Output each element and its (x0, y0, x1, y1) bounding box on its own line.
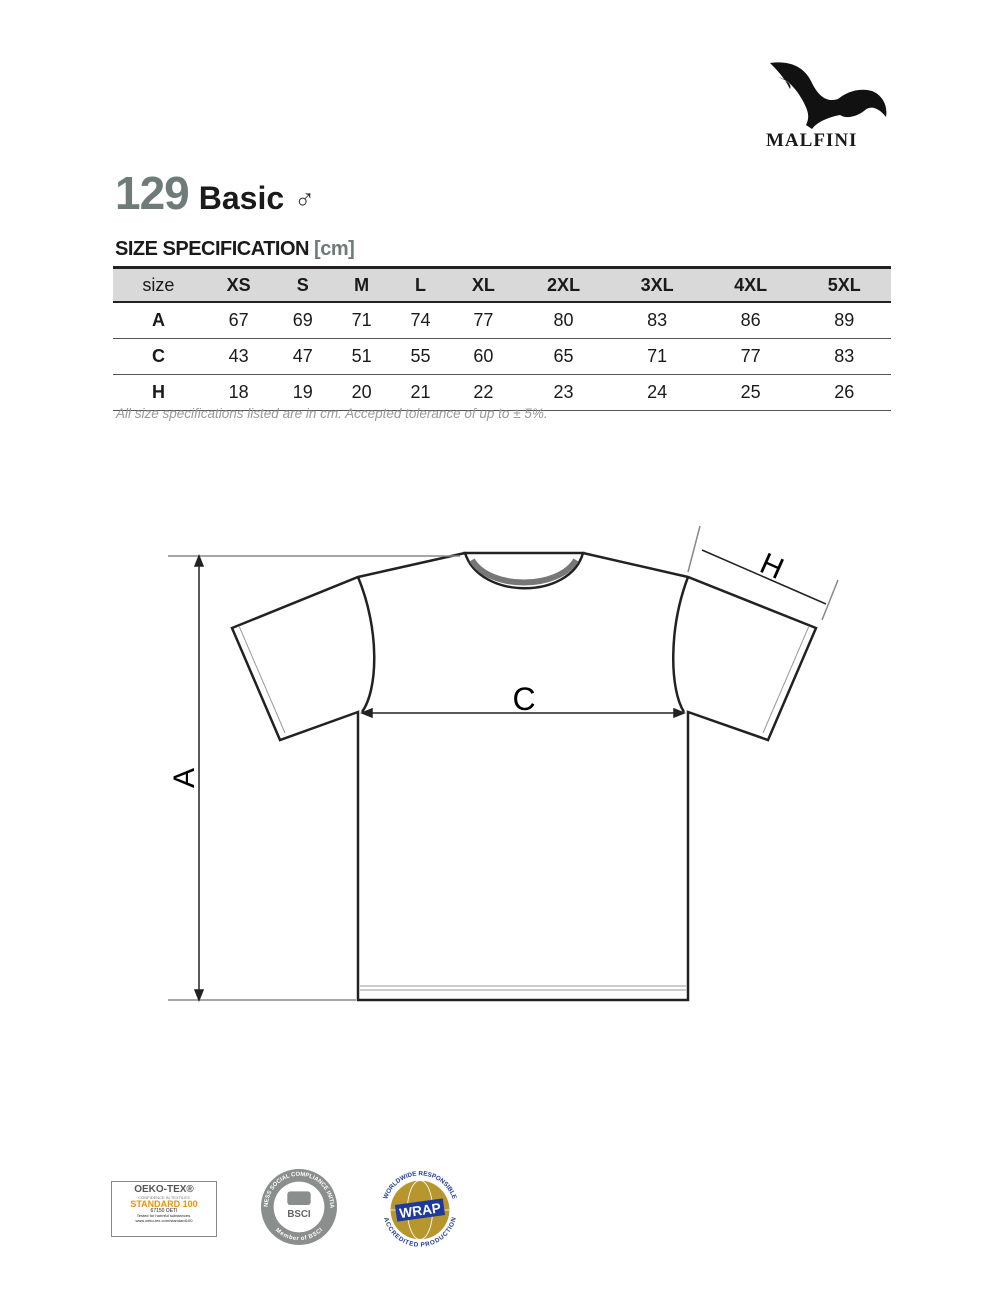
oeko-standard: STANDARD 100 (130, 1198, 198, 1209)
tshirt-outline (230, 551, 818, 1002)
table-row: A 67 69 71 74 77 80 83 86 89 (113, 302, 891, 339)
table-header-row: size XS S M L XL 2XL 3XL 4XL 5XL (113, 267, 891, 302)
table-cell: 55 (391, 338, 450, 375)
label-h: H (755, 547, 788, 586)
product-title: 129 Basic ♂ (115, 166, 315, 220)
oeko-code: 67150 OETI (150, 1208, 178, 1215)
table-cell: 25 (703, 374, 798, 411)
wrap-label: WRAP (398, 1200, 441, 1221)
table-cell: 65 (516, 338, 611, 375)
table-cell: 23 (516, 374, 611, 411)
table-cell: 83 (610, 302, 704, 339)
table-cell: 77 (449, 302, 517, 339)
table-cell: 51 (332, 338, 392, 375)
table-cell: 83 (797, 338, 891, 375)
table-cell: 21 (391, 374, 450, 411)
male-icon: ♂ (294, 184, 316, 215)
table-cell: 74 (391, 302, 450, 339)
table-cell: 22 (449, 374, 517, 411)
brand-name: MALFINI (766, 130, 858, 151)
header-size-5XL: 5XL (827, 274, 861, 295)
spec-title-text: SIZE SPECIFICATION (115, 238, 309, 260)
wrap-badge: WORLDWIDE RESPONSIBLE ACCREDITED PRODUCT… (382, 1170, 458, 1248)
table-row: H 18 19 20 21 22 23 24 25 26 (113, 374, 891, 411)
table-cell: 20 (332, 374, 392, 411)
product-model: 129 (115, 167, 190, 219)
row-label: A (113, 302, 204, 339)
bsci-hand-icon (287, 1191, 311, 1206)
tolerance-note: All size specifications listed are in cm… (116, 406, 548, 421)
product-name: Basic (198, 180, 285, 216)
table-cell: 69 (273, 302, 333, 339)
row-label: H (113, 374, 204, 411)
malfini-eagle-logo (770, 62, 887, 129)
oeko-line2: www.oeko-tex.com/standard100 (135, 1217, 193, 1223)
table-cell: 47 (273, 338, 333, 375)
oeko-tex-badge: OEKO-TEX® CONFIDENCE IN TEXTILES STANDAR… (111, 1181, 217, 1237)
table-cell: 89 (797, 302, 891, 339)
table-cell: 77 (703, 338, 798, 375)
table-cell: 86 (703, 302, 798, 339)
header-size-3XL: 3XL (640, 274, 674, 295)
header-size-S: S (296, 274, 309, 295)
header-size-XS: XS (226, 274, 251, 295)
header-size-label: size (142, 274, 175, 295)
table-row: C 43 47 51 55 60 65 71 77 83 (113, 338, 891, 375)
table-cell: 24 (610, 374, 704, 411)
spec-title: SIZE SPECIFICATION [cm] (115, 238, 355, 261)
table-cell: 26 (797, 374, 891, 411)
bsci-label: BSCI (287, 1209, 311, 1220)
oeko-line1: Tested for harmful substances. (136, 1213, 192, 1219)
table-cell: 60 (449, 338, 517, 375)
tshirt-diagram: A C H (168, 525, 839, 1003)
oeko-title: OEKO-TEX® (134, 1184, 194, 1195)
table-cell: 67 (203, 302, 274, 339)
header-size-4XL: 4XL (734, 274, 768, 295)
table-cell: 43 (203, 338, 274, 375)
table-cell: 80 (516, 302, 611, 339)
oeko-sub: CONFIDENCE IN TEXTILES (138, 1194, 190, 1200)
spec-unit: [cm] (314, 238, 355, 260)
table-cell: 71 (332, 302, 392, 339)
row-label: C (113, 338, 204, 375)
header-size-M: M (354, 274, 370, 295)
table-cell: 18 (203, 374, 274, 411)
header-size-L: L (415, 274, 427, 295)
header-size-XL: XL (471, 274, 495, 295)
table-cell: 19 (273, 374, 333, 411)
size-table: size XS S M L XL 2XL 3XL 4XL 5XL A 67 69 71 74 77 80 83 8… (113, 266, 891, 411)
table-cell: 71 (610, 338, 704, 375)
bsci-badge: BUSINESS SOCIAL COMPLIANCE INITIATIVE Me… (260, 1168, 338, 1246)
label-c: C (512, 681, 535, 717)
label-a: A (168, 768, 201, 788)
header-size-2XL: 2XL (547, 274, 581, 295)
